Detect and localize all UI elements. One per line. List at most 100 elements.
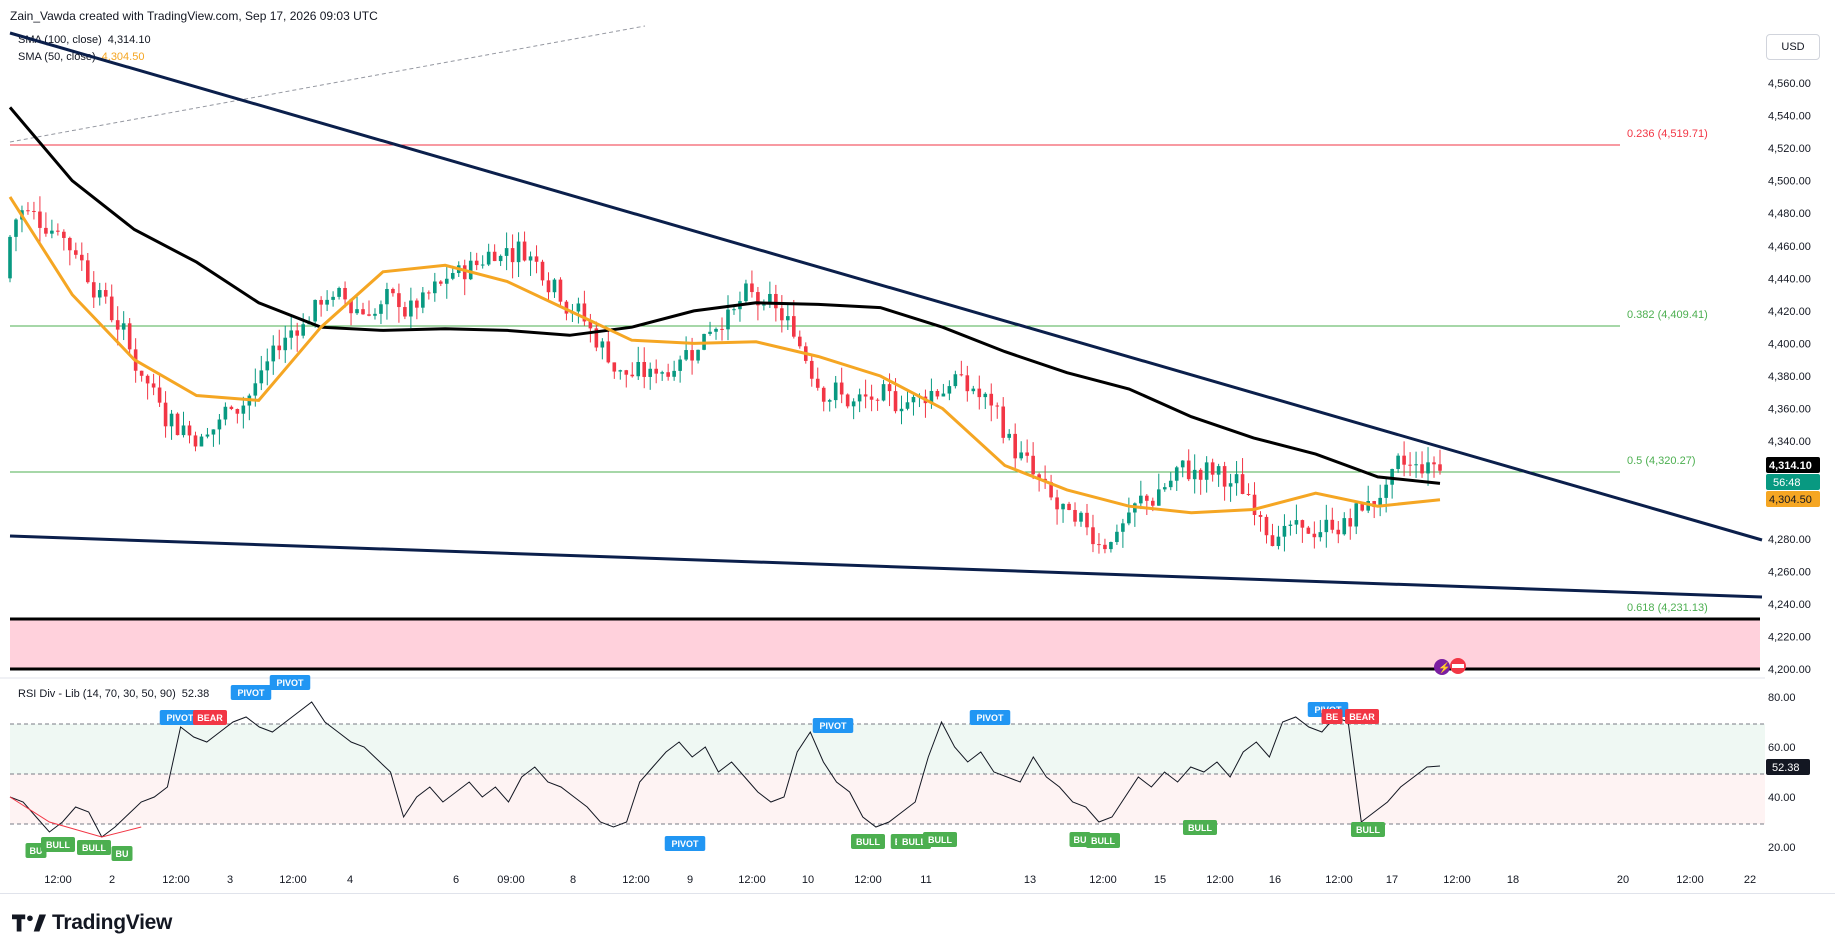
candle-body xyxy=(1300,520,1305,528)
candle-body xyxy=(911,396,916,403)
candle-body xyxy=(8,236,12,279)
candle-body xyxy=(839,382,844,395)
candle-body xyxy=(588,321,593,329)
candle-body xyxy=(1103,544,1107,550)
legend-sma50[interactable]: SMA (50, close) 4,304.50 xyxy=(18,51,144,63)
rsi-divergence-line xyxy=(9,796,142,838)
price-axis-label: 4,420.00 xyxy=(1768,306,1811,318)
candle-body xyxy=(1139,495,1143,504)
candle-body xyxy=(1198,469,1203,480)
candle-body xyxy=(606,341,611,363)
rsi-marker-badge xyxy=(923,832,957,847)
legend-sma100-value: 4,314.10 xyxy=(107,34,151,46)
candle-body xyxy=(821,387,826,402)
candle-body xyxy=(1402,455,1406,465)
candle-body xyxy=(1061,503,1065,510)
time-axis-label: 12:00 xyxy=(854,874,882,886)
legend-sma100[interactable]: SMA (100, close) 4,314.10 xyxy=(18,34,151,46)
candle-body xyxy=(1288,524,1293,526)
rsi-marker-badge xyxy=(159,710,201,725)
candle-body xyxy=(1007,433,1012,438)
candle-body xyxy=(1234,474,1239,484)
price-axis-label: 4,200.00 xyxy=(1768,664,1811,676)
candle-body xyxy=(74,250,78,255)
price-axis-label: 4,560.00 xyxy=(1768,78,1811,90)
rsi-value-tag-text: 52.38 xyxy=(1772,762,1800,774)
rsi-marker-badge xyxy=(41,837,75,852)
candle-body xyxy=(1294,520,1299,525)
candle-body xyxy=(193,435,198,447)
legend-sma100-label: SMA (100, close) xyxy=(18,34,102,46)
time-axis-label: 22 xyxy=(1744,874,1756,886)
rsi-marker-label: BEAR xyxy=(197,713,223,723)
candle-body xyxy=(1270,535,1275,547)
price-axis[interactable]: 4,560.00 4,540.00 4,520.00 4,500.00 4,480.00… xyxy=(1768,78,1811,676)
tradingview-brand[interactable]: TradingView xyxy=(12,911,172,935)
time-axis-label: 17 xyxy=(1386,874,1398,886)
time-axis-label: 18 xyxy=(1507,874,1519,886)
rsi-marker-badge xyxy=(269,675,311,690)
rsi-axis-label: 40.00 xyxy=(1768,792,1796,804)
candle-body xyxy=(1258,514,1263,517)
candle-body xyxy=(971,388,976,392)
candle-body xyxy=(385,288,389,305)
candle-body xyxy=(301,324,305,336)
rsi-axis[interactable]: 80.00 60.00 40.00 20.00 xyxy=(1768,692,1796,854)
rsi-legend[interactable]: RSI Div - Lib (14, 70, 30, 50, 90) 52.38 xyxy=(18,688,209,700)
candle-body xyxy=(492,251,497,262)
rsi-marker-label: PIVOT xyxy=(819,721,847,731)
time-axis-label: 12:00 xyxy=(162,874,190,886)
rsi-legend-label: RSI Div - Lib (14, 70, 30, 50, 90) xyxy=(18,688,176,700)
price-chart[interactable]: 0.236 (4,519.71) 0.382 (4,409.41) 0.5 (4… xyxy=(0,0,1835,893)
candle-body xyxy=(1210,462,1215,475)
rsi-overbought-band xyxy=(10,724,1765,774)
candle-body xyxy=(349,299,353,314)
rsi-axis-label: 80.00 xyxy=(1768,692,1796,704)
rsi-marker-badge xyxy=(193,710,227,725)
price-axis-label: 4,260.00 xyxy=(1768,566,1811,578)
candle-body xyxy=(935,390,940,397)
currency-button[interactable]: USD xyxy=(1766,34,1820,60)
candle-body xyxy=(1079,512,1083,522)
candle-body xyxy=(1156,489,1161,506)
rsi-marker-label: BULL xyxy=(902,837,926,847)
candle-body xyxy=(1228,483,1233,487)
time-axis-label: 12:00 xyxy=(279,874,307,886)
candle-body xyxy=(726,309,730,330)
candle-body xyxy=(139,370,144,376)
candle-body xyxy=(1168,480,1173,488)
candle-body xyxy=(44,227,48,234)
rsi-marker-badge xyxy=(1069,832,1091,847)
candle-body xyxy=(1067,503,1071,510)
candle-body xyxy=(205,434,210,437)
candle-body xyxy=(678,359,682,371)
time-axis-label: 2 xyxy=(109,874,115,886)
rsi-marker-badge xyxy=(812,718,854,733)
candle-body xyxy=(1031,455,1035,475)
legend-sma50-label: SMA (50, close) xyxy=(18,51,96,63)
candle-body xyxy=(121,323,126,330)
rsi-marker-badge xyxy=(664,836,706,851)
candle-body xyxy=(421,292,425,308)
candle-body xyxy=(732,309,736,311)
candle-body xyxy=(666,372,670,377)
price-axis-label: 4,440.00 xyxy=(1768,273,1811,285)
candle-body xyxy=(744,283,748,302)
rsi-marker-label: BEAR xyxy=(1349,712,1375,722)
event-flash-icon[interactable] xyxy=(1434,659,1450,675)
candle-body xyxy=(486,251,491,265)
candle-body xyxy=(1091,527,1095,545)
time-axis[interactable]: 12:00 2 12:00 3 12:00 4 6 09:00 8 12:00 9 12:00 10 12… xyxy=(44,874,1756,886)
candle-body xyxy=(983,393,988,398)
candle-body xyxy=(552,279,557,293)
candle-body xyxy=(438,281,443,284)
rsi-marker-label: BU xyxy=(1074,835,1087,845)
candle-body xyxy=(881,384,886,401)
candle-body xyxy=(720,328,724,330)
candle-body xyxy=(893,391,898,412)
candle-body xyxy=(612,362,617,372)
lower-trendline xyxy=(9,534,1763,599)
candle-body xyxy=(1348,518,1353,527)
candle-body xyxy=(474,260,479,266)
rsi-marker-badge xyxy=(1345,709,1379,724)
